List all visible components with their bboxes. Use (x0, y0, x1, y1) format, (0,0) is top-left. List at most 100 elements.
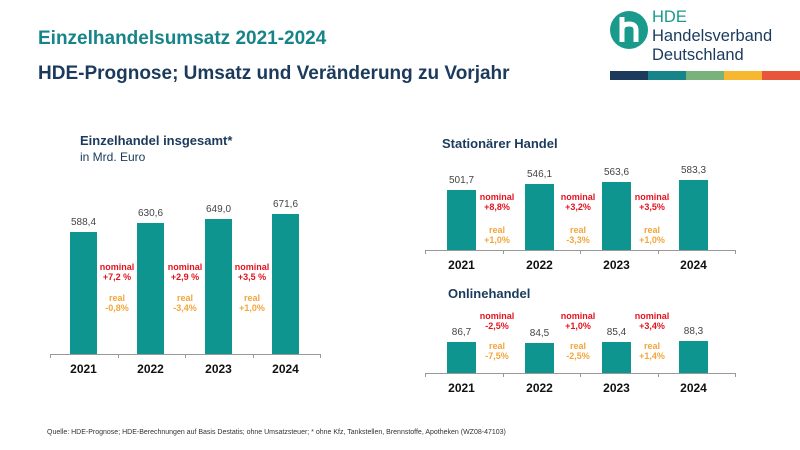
x-axis-tick (502, 250, 504, 254)
stripe-segment (648, 71, 686, 80)
x-axis-tick (252, 354, 254, 358)
real-change: +1,4% (639, 351, 665, 361)
real-label: real (488, 225, 505, 235)
x-axis-tick (580, 373, 581, 377)
bar-2024 (272, 214, 299, 354)
nominal-change: +2,9 % (170, 272, 200, 282)
source-note: Quelle: HDE-Prognose; HDE-Berechnungen a… (47, 429, 506, 436)
value-label: 546,1 (526, 169, 553, 181)
page-title: Einzelhandelsumsatz 2021-2024 (38, 28, 327, 49)
nominal-label: nominal (479, 311, 515, 321)
chart-title-stationary: Stationärer Handel (442, 136, 558, 151)
logo-text: HDE Handelsverband Deutschland (652, 8, 772, 65)
nominal-change: +1,0% (565, 321, 591, 331)
x-axis-tick (117, 354, 119, 358)
chart-title-online: Onlinehandel (448, 286, 531, 301)
brand-stripe (610, 71, 800, 80)
year-label: 2024 (272, 362, 299, 376)
stripe-segment (610, 71, 648, 80)
real-label: real (569, 225, 586, 235)
real-label: real (243, 293, 260, 303)
nominal-change: -2,5% (485, 321, 509, 331)
real-change: +1,0% (239, 303, 265, 313)
bar-2024 (679, 341, 708, 373)
logo-line-3: Deutschland (652, 46, 744, 64)
stripe-segment (724, 71, 762, 80)
nominal-label: nominal (99, 262, 135, 272)
bar-2023 (602, 182, 631, 250)
bar-2021 (447, 189, 476, 250)
nominal-change: +3,4% (639, 321, 665, 331)
value-label: 649,0 (205, 204, 232, 215)
year-label: 2021 (448, 381, 475, 395)
x-axis-tick (502, 373, 504, 377)
year-label: 2021 (70, 362, 97, 376)
real-change: +1,0% (639, 235, 665, 245)
stripe-segment (686, 71, 724, 80)
nominal-label: nominal (634, 192, 670, 202)
chart-title-total: Einzelhandel insgesamt* (80, 133, 233, 148)
real-change: -7,5% (485, 351, 509, 361)
year-label: 2023 (603, 258, 630, 272)
nominal-change: +3,5 % (237, 272, 267, 282)
chart-subtitle-total: in Mrd. Euro (80, 150, 146, 164)
nominal-label: nominal (560, 192, 596, 202)
page-subtitle: HDE-Prognose; Umsatz und Veränderung zu … (38, 63, 510, 84)
bar-2023 (602, 342, 631, 373)
value-label: 630,6 (137, 207, 164, 219)
logo-line-2: Handelsverband (652, 27, 773, 45)
bar-2022 (525, 184, 554, 250)
bar-2021 (70, 231, 97, 354)
value-label: 583,3 (680, 165, 707, 176)
year-label: 2023 (205, 362, 232, 376)
logo-line-1: HDE (652, 8, 687, 26)
year-label: 2024 (680, 258, 707, 272)
stripe-segment (762, 71, 800, 80)
value-label: 88,3 (683, 326, 704, 338)
real-label: real (108, 293, 125, 303)
nominal-change: +3,2% (565, 202, 591, 212)
year-label: 2023 (603, 381, 630, 395)
real-change: -0,8% (105, 303, 129, 313)
value-label: 86,7 (451, 326, 472, 338)
real-change: +1,0% (484, 235, 510, 245)
real-label: real (643, 341, 660, 351)
year-label: 2024 (680, 381, 707, 395)
nominal-label: nominal (234, 262, 270, 272)
bar-2023 (205, 219, 232, 354)
value-label: 588,4 (70, 216, 97, 228)
x-axis-tick (185, 354, 186, 358)
x-axis-tick (657, 373, 659, 377)
x-axis-tick (735, 250, 736, 254)
value-label: 84,5 (529, 327, 550, 339)
real-label: real (176, 293, 193, 303)
real-label: real (569, 341, 586, 351)
value-label: 671,6 (272, 199, 299, 211)
year-label: 2022 (526, 381, 553, 395)
bar-2022 (137, 222, 164, 354)
bar-2021 (447, 341, 476, 373)
bar-2022 (525, 342, 554, 373)
real-label: real (488, 341, 505, 351)
value-label: 501,7 (448, 174, 475, 186)
x-axis-tick (735, 373, 736, 377)
hde-logo-icon (610, 11, 648, 49)
x-axis-tick (320, 354, 321, 358)
x-axis-tick (425, 250, 426, 254)
value-label: 563,6 (603, 167, 630, 179)
real-label: real (643, 225, 660, 235)
value-label: 85,4 (606, 327, 627, 339)
nominal-label: nominal (634, 311, 670, 321)
nominal-label: nominal (479, 192, 515, 202)
year-label: 2022 (526, 258, 553, 272)
real-change: -3,4% (173, 303, 197, 313)
nominal-label: nominal (167, 262, 203, 272)
nominal-change: +3,5% (639, 202, 665, 212)
nominal-change: +7,2 % (102, 272, 132, 282)
nominal-change: +8,8% (484, 202, 510, 212)
x-axis-tick (50, 354, 51, 358)
x-axis-tick (425, 373, 426, 377)
x-axis-tick (657, 250, 659, 254)
bar-2024 (679, 180, 708, 250)
